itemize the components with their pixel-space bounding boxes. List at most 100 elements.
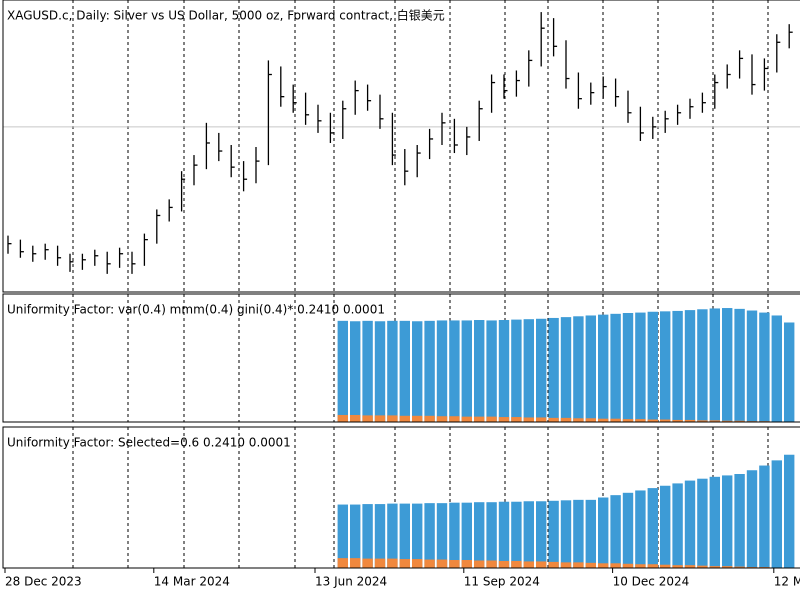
histogram-bar — [337, 320, 348, 422]
histogram-bar — [560, 562, 572, 568]
histogram-bar — [436, 559, 448, 568]
histogram-bar — [647, 311, 658, 422]
histogram-bar — [548, 417, 559, 422]
histogram-bar — [337, 504, 348, 568]
histogram-bar — [412, 503, 423, 568]
histogram-bar — [746, 470, 758, 568]
histogram-bar — [412, 559, 423, 568]
histogram-bar — [374, 415, 386, 422]
histogram-bar — [374, 558, 386, 568]
histogram-bar — [449, 416, 460, 422]
histogram-bar — [647, 488, 658, 568]
histogram-bar — [350, 504, 361, 568]
histogram-bar — [573, 418, 584, 422]
histogram-bar — [585, 315, 596, 422]
histogram-bar — [399, 320, 410, 422]
histogram-bar — [672, 310, 683, 422]
panel-frame — [2, 0, 800, 293]
histogram-bar — [610, 418, 621, 422]
histogram-bar — [337, 558, 348, 568]
histogram-bar — [461, 320, 472, 422]
histogram-bar — [523, 501, 534, 568]
histogram-bar — [622, 492, 634, 568]
histogram-bar — [362, 320, 373, 422]
x-tick-label: 11 Sep 2024 — [464, 575, 540, 589]
x-tick-label: 28 Dec 2023 — [5, 575, 82, 589]
histogram-bar — [548, 317, 559, 422]
histogram-bar — [560, 317, 572, 422]
histogram-bar — [511, 501, 522, 568]
histogram-bar — [784, 322, 795, 422]
histogram-bar — [734, 308, 745, 422]
histogram-bar — [585, 499, 596, 568]
histogram-bar — [436, 416, 448, 422]
histogram-bar — [647, 419, 658, 422]
histogram-bar — [622, 312, 634, 422]
histogram-bar — [536, 417, 547, 422]
histogram-bar — [697, 565, 708, 568]
histogram-bar — [610, 313, 621, 422]
histogram-bar — [399, 559, 410, 568]
histogram-bar — [672, 483, 683, 568]
x-tick-label: 12 M — [774, 575, 800, 589]
histogram-bar — [722, 475, 733, 568]
histogram-bar — [560, 417, 572, 422]
histogram-bar — [511, 417, 522, 422]
histogram-bar — [474, 416, 485, 422]
histogram-bar — [436, 320, 448, 422]
histogram-bar — [622, 419, 634, 422]
histogram-bar — [746, 310, 758, 422]
x-tick-label: 10 Dec 2024 — [613, 575, 690, 589]
histogram-bar — [461, 502, 472, 568]
histogram-bar — [548, 500, 559, 568]
histogram-bar — [387, 415, 398, 422]
histogram-bar — [759, 465, 770, 568]
histogram-bar — [362, 415, 373, 422]
histogram-bar — [598, 497, 609, 568]
histogram-bar — [350, 414, 361, 422]
histogram-bar — [759, 312, 770, 422]
histogram-bar — [709, 420, 720, 422]
histogram-bar — [511, 319, 522, 422]
histogram-bar — [672, 419, 683, 422]
histogram-bar — [722, 566, 733, 568]
panel-title: XAGUSD.c, Daily: Silver vs US Dollar, 50… — [7, 8, 445, 23]
histogram-bar — [598, 314, 609, 422]
histogram-bar — [635, 490, 646, 568]
histogram-bar — [498, 320, 510, 422]
histogram-bar — [399, 415, 410, 422]
histogram-bar — [424, 415, 435, 422]
histogram-bar — [697, 309, 708, 422]
histogram-bar — [362, 558, 373, 568]
histogram-bar — [635, 312, 646, 422]
histogram-bar — [660, 419, 671, 422]
panel-title: Uniformity Factor: Selected=0.6 0.2410 0… — [7, 436, 291, 450]
histogram-bar — [412, 415, 423, 422]
histogram-bar — [523, 417, 534, 422]
histogram-bar — [573, 562, 584, 568]
x-tick-label: 13 Jun 2024 — [315, 575, 387, 589]
histogram-bar — [474, 320, 485, 422]
histogram-bar — [784, 454, 795, 568]
histogram-bar — [622, 563, 634, 568]
histogram-bar — [734, 420, 745, 422]
histogram-bar — [387, 503, 398, 568]
histogram-bar — [709, 476, 720, 568]
histogram-bar — [610, 495, 621, 568]
histogram-bar — [511, 560, 522, 568]
histogram-bar — [498, 560, 510, 568]
histogram-bar — [412, 321, 423, 422]
histogram-bar — [709, 566, 720, 568]
histogram-bar — [635, 564, 646, 568]
histogram-bar — [461, 416, 472, 422]
histogram-bar — [486, 320, 497, 422]
histogram-bar — [350, 558, 361, 568]
histogram-bar — [350, 321, 361, 422]
histogram-bar — [734, 474, 745, 568]
panel-frame — [2, 426, 800, 569]
histogram-bar — [486, 502, 497, 568]
histogram-bar — [722, 420, 733, 422]
histogram-bar — [387, 320, 398, 422]
histogram-bar — [672, 565, 683, 568]
